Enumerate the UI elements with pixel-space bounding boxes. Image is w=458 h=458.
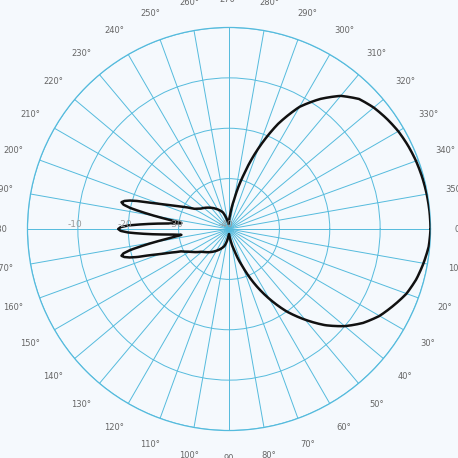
Text: 80°: 80° (262, 451, 276, 458)
Text: 140°: 140° (43, 372, 63, 381)
Text: 260°: 260° (179, 0, 199, 7)
Text: 40°: 40° (398, 372, 412, 381)
Text: -10: -10 (67, 220, 82, 229)
Text: 290°: 290° (298, 9, 317, 17)
Text: 70°: 70° (300, 441, 315, 449)
Text: 210°: 210° (20, 109, 40, 119)
Text: 200°: 200° (3, 146, 23, 155)
Text: 0°: 0° (454, 224, 458, 234)
Text: 330°: 330° (418, 109, 438, 119)
Text: 100°: 100° (179, 451, 199, 458)
Text: 310°: 310° (367, 49, 387, 58)
Text: 190°: 190° (0, 185, 13, 194)
Text: -40: -40 (218, 220, 233, 229)
Text: 180: 180 (0, 224, 7, 234)
Text: 300°: 300° (334, 26, 354, 34)
Text: 280°: 280° (259, 0, 279, 7)
Text: 60°: 60° (337, 424, 351, 432)
Text: 50°: 50° (369, 400, 384, 409)
Text: 350°: 350° (445, 185, 458, 194)
Text: 250°: 250° (141, 9, 160, 17)
Text: 90: 90 (224, 454, 234, 458)
Text: 240°: 240° (104, 26, 124, 34)
Text: 150°: 150° (20, 339, 40, 349)
Text: 120°: 120° (104, 424, 124, 432)
Text: 130°: 130° (71, 400, 91, 409)
Text: 320°: 320° (395, 77, 415, 86)
Text: 340°: 340° (435, 146, 455, 155)
Text: 30°: 30° (420, 339, 436, 349)
Text: 170°: 170° (0, 264, 13, 273)
Text: -30: -30 (168, 220, 183, 229)
Text: 270°: 270° (219, 0, 239, 4)
Text: 220°: 220° (43, 77, 63, 86)
Text: 230°: 230° (71, 49, 91, 58)
Text: 160°: 160° (3, 303, 23, 312)
Text: 20°: 20° (437, 303, 452, 312)
Text: 110°: 110° (141, 441, 160, 449)
Text: 10°: 10° (448, 264, 458, 273)
Text: -20: -20 (118, 220, 132, 229)
